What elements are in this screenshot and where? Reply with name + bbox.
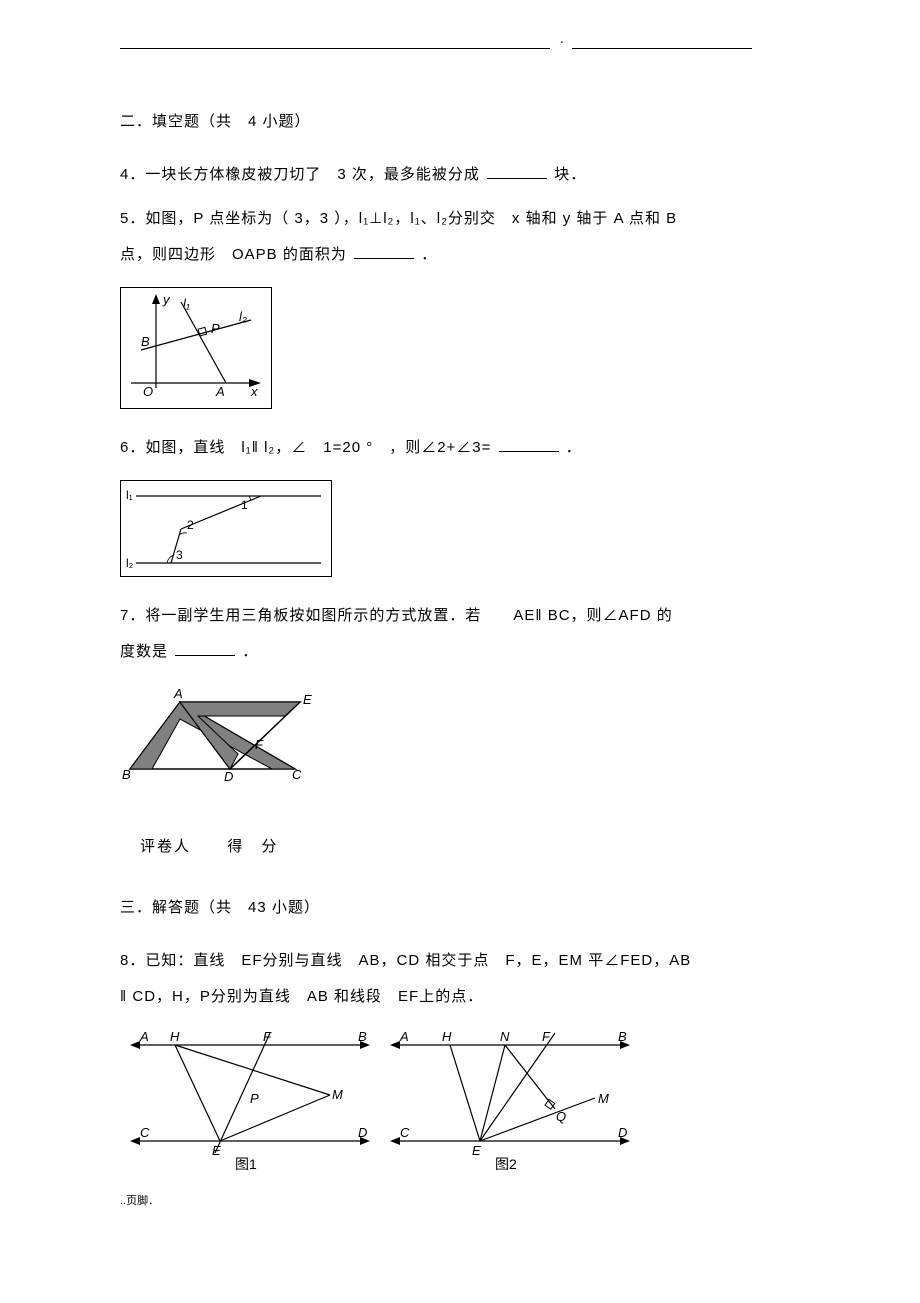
p8f1-C: C [140, 1125, 150, 1140]
problem-4: 4．一块长方体橡皮被刀切了 3 次，最多能被分成 块． [120, 157, 800, 193]
p5-label-x: x [250, 384, 258, 399]
section-3-title: 三．解答题（共 43 小题） [120, 896, 800, 917]
p5-label-l1: l₁ [183, 296, 190, 311]
p7-label-C: C [292, 767, 302, 782]
p5-line1: 5．如图，P 点坐标为（ 3，3 ），l₁⊥l₂，l₁、l₂分别交 x 轴和 y… [120, 201, 800, 237]
footer-text: ..页脚． [120, 1192, 800, 1208]
p5-label-B: B [141, 334, 150, 349]
page-container: . 二．填空题（共 4 小题） 4．一块长方体橡皮被刀切了 3 次，最多能被分成… [0, 0, 920, 1228]
p8f2-F: F [542, 1029, 551, 1044]
p6-label-2: 2 [187, 518, 194, 532]
section-2-title: 二．填空题（共 4 小题） [120, 110, 800, 131]
p8f2-H: H [442, 1029, 452, 1044]
p8f2-M: M [598, 1091, 609, 1106]
score-row: 评卷人 得 分 [140, 835, 800, 856]
p5-label-P: P [211, 321, 220, 336]
p8f2-D: D [618, 1125, 627, 1140]
p6-label-l2: l₂ [126, 556, 134, 570]
p6-label-l1: l₁ [126, 488, 133, 502]
p7-label-E: E [303, 692, 312, 707]
figure-p5: y x O A B P l₁ l₂ [120, 287, 272, 409]
p5-label-O: O [143, 384, 153, 399]
p8f2-C: C [400, 1125, 410, 1140]
problem-6: 6．如图，直线 l₁‖ l₂，∠ 1=20 ° ，则∠2+∠3= ． [120, 430, 800, 466]
p8f2-B: B [618, 1029, 627, 1044]
p8f1-caption: 图1 [235, 1156, 257, 1172]
p8f1-H: H [170, 1029, 180, 1044]
p5-line2-prefix: 点，则四边形 OAPB 的面积为 [120, 246, 347, 263]
p6-label-3: 3 [176, 548, 183, 562]
p7-label-A: A [173, 686, 183, 701]
header-rule: . [120, 30, 800, 60]
p8f1-P: P [250, 1091, 259, 1106]
problem-8: 8．已知：直线 EF分别与直线 AB，CD 相交于点 F，E，EM 平∠FED，… [120, 943, 800, 1015]
p6-label-1: 1 [241, 498, 248, 512]
p7-line2: 度数是 ． [120, 634, 800, 670]
p8f1-B: B [358, 1029, 367, 1044]
p6-prefix: 6．如图，直线 l₁‖ l₂，∠ 1=20 ° ，则∠2+∠3= [120, 439, 491, 456]
p8f2-A: A [399, 1029, 409, 1044]
p8f1-F: F [263, 1029, 272, 1044]
p5-blank [354, 243, 414, 260]
p8f2-N: N [500, 1029, 510, 1044]
p5-label-A: A [215, 384, 225, 399]
figure-p8-2: A B C D H N F E M Q 图2 [380, 1023, 640, 1178]
p5-line2-suffix: ． [421, 246, 437, 263]
p4-prefix: 4．一块长方体橡皮被刀切了 3 次，最多能被分成 [120, 166, 480, 183]
problem-5: 5．如图，P 点坐标为（ 3，3 ），l₁⊥l₂，l₁、l₂分别交 x 轴和 y… [120, 201, 800, 273]
score-score: 得 分 [227, 838, 278, 855]
p8f2-E: E [472, 1143, 481, 1158]
p7-line2-prefix: 度数是 [120, 643, 168, 660]
p7-line1: 7．将一副学生用三角板按如图所示的方式放置．若 AE‖ BC，则∠AFD 的 [120, 598, 800, 634]
p8-line1: 8．已知：直线 EF分别与直线 AB，CD 相交于点 F，E，EM 平∠FED，… [120, 943, 800, 979]
p8f2-caption: 图2 [495, 1156, 517, 1172]
p7-line2-suffix: ． [242, 643, 258, 660]
p6-suffix: ． [566, 439, 582, 456]
figure-p8-1: A B C D H F E M P 图1 [120, 1023, 380, 1178]
p8f1-M: M [332, 1087, 343, 1102]
p4-suffix: 块． [554, 166, 586, 183]
p5-label-l2: l₂ [239, 309, 247, 324]
p8f2-Q: Q [556, 1109, 566, 1124]
problem-7: 7．将一副学生用三角板按如图所示的方式放置．若 AE‖ BC，则∠AFD 的 度… [120, 598, 800, 670]
figure-p6: l₁ l₂ 1 2 3 [120, 480, 332, 577]
p7-label-B: B [122, 767, 131, 782]
p7-label-F: F [255, 737, 264, 752]
score-reviewer: 评卷人 [140, 838, 191, 855]
p6-blank [499, 436, 559, 453]
p7-label-D: D [224, 769, 233, 784]
p5-label-y: y [162, 292, 171, 307]
p8-line2: ‖ CD，H，P分别为直线 AB 和线段 EF上的点． [120, 979, 800, 1015]
p4-blank [487, 163, 547, 180]
p5-line2: 点，则四边形 OAPB 的面积为 ． [120, 237, 800, 273]
figure-p8-row: A B C D H F E M P 图1 [120, 1023, 800, 1178]
p8f1-D: D [358, 1125, 367, 1140]
figure-p7: A B C D E F [120, 684, 320, 784]
p8f1-E: E [212, 1143, 221, 1158]
header-line-left [120, 48, 550, 49]
header-dot: . [560, 30, 564, 46]
p8f1-A: A [139, 1029, 149, 1044]
header-line-right [572, 48, 752, 49]
p7-blank [175, 640, 235, 657]
